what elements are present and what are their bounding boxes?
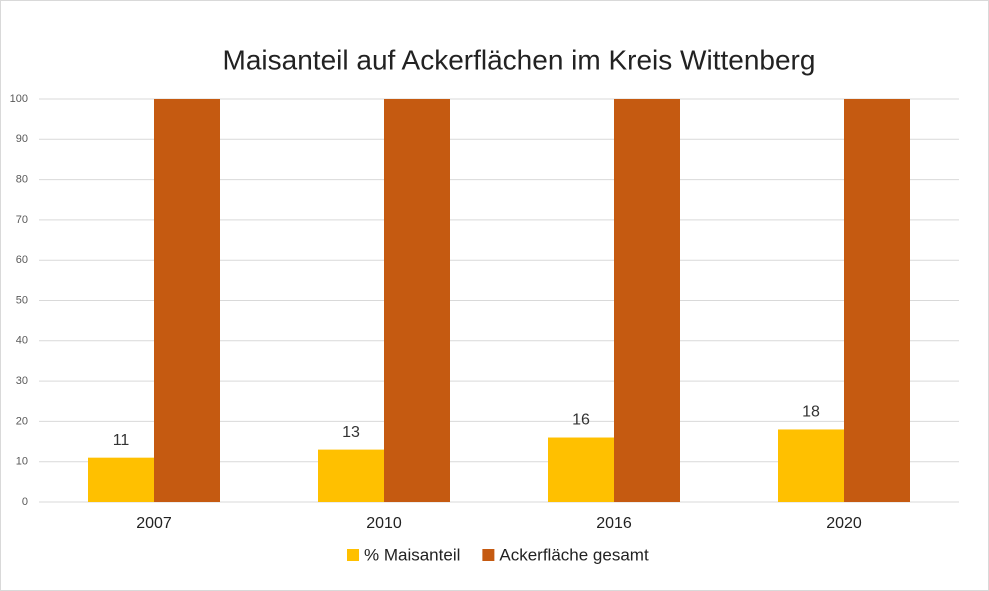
y-tick-label: 0 — [22, 496, 28, 508]
legend-swatch — [482, 549, 495, 561]
bar — [778, 429, 844, 502]
bar — [384, 99, 450, 502]
y-tick-label: 30 — [16, 375, 28, 387]
legend-swatch — [347, 549, 359, 561]
x-tick-label: 2016 — [596, 515, 632, 532]
bar — [154, 99, 220, 502]
bar — [88, 457, 154, 502]
y-tick-label: 90 — [16, 133, 28, 145]
data-label: 13 — [342, 424, 360, 441]
data-label: 16 — [572, 412, 590, 429]
legend-label: % Maisanteil — [364, 545, 460, 564]
y-tick-label: 40 — [16, 335, 28, 347]
y-tick-label: 60 — [16, 254, 28, 266]
chart-title: Maisanteil auf Ackerflächen im Kreis Wit… — [223, 44, 816, 75]
bar — [548, 437, 614, 502]
data-label: 18 — [802, 404, 820, 421]
data-label: 11 — [113, 432, 130, 449]
y-tick-label: 80 — [16, 174, 28, 186]
legend-label: Ackerfläche gesamt — [499, 545, 649, 564]
x-tick-label: 2007 — [136, 515, 172, 532]
y-tick-label: 10 — [16, 456, 28, 468]
x-tick-label: 2020 — [826, 515, 862, 532]
y-tick-label: 20 — [16, 415, 28, 427]
bar — [318, 449, 384, 502]
y-tick-label: 50 — [16, 294, 28, 306]
y-tick-label: 70 — [16, 214, 28, 226]
bar — [844, 99, 910, 502]
x-tick-label: 2010 — [366, 515, 402, 532]
y-tick-label: 100 — [10, 93, 28, 105]
bar — [614, 99, 680, 502]
